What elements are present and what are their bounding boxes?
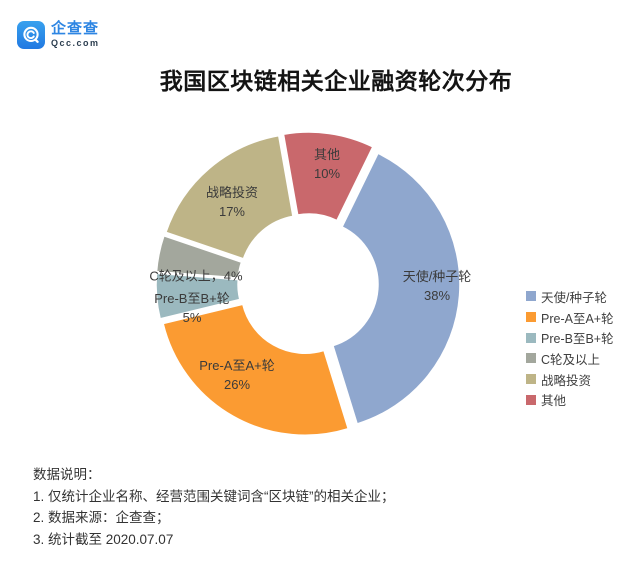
legend-swatch-icon	[526, 374, 536, 385]
legend-label: 战略投资	[541, 373, 592, 388]
legend-swatch-icon	[526, 332, 536, 343]
legend-swatch-icon	[526, 353, 536, 364]
legend-label: Pre-B至B+轮	[541, 332, 614, 347]
legend-item-1: Pre-A至A+轮	[526, 307, 614, 328]
legend-item-2: Pre-B至B+轮	[526, 327, 614, 348]
brand-domain: Qcc.com	[51, 38, 100, 48]
brand-name: 企查查	[51, 20, 100, 37]
legend-swatch-icon	[526, 291, 536, 302]
note-line: 2. 数据来源：企查查；	[33, 510, 170, 525]
legend-label: Pre-A至A+轮	[541, 311, 614, 326]
donut-slice-2	[155, 272, 241, 320]
legend-item-5: 其他	[526, 389, 614, 410]
legend-item-0: 天使/种子轮	[526, 286, 614, 307]
donut-slice-0	[332, 152, 461, 425]
legend-label: 天使/种子轮	[541, 290, 607, 305]
donut-slice-4	[165, 134, 294, 260]
chart-legend: 天使/种子轮 Pre-A至A+轮 Pre-B至B+轮 C轮及以上战略投资其他	[526, 286, 614, 410]
note-line: 3. 统计截至 2020.07.07	[33, 531, 174, 547]
legend-label: C轮及以上	[541, 352, 601, 367]
donut-slice-1	[162, 303, 349, 436]
donut-slice-3	[155, 234, 243, 279]
logo-text: 企查查 Qcc.com	[51, 21, 100, 49]
legend-label: 其他	[541, 394, 567, 409]
page-title: 我国区块链相关企业融资轮次分布	[159, 68, 513, 94]
note-line: 1. 仅统计企业名称、经营范围关键词含“区块链”的相关企业；	[33, 488, 395, 504]
legend-swatch-icon	[526, 312, 536, 323]
legend-item-4: 战略投资	[526, 369, 614, 390]
notes-heading: 数据说明：	[33, 467, 101, 482]
legend-swatch-icon	[526, 394, 536, 405]
legend-item-3: C轮及以上	[526, 348, 614, 369]
qcc-logo: 企查查 Qcc.com	[17, 21, 100, 49]
qcc-magnifier-icon	[17, 21, 45, 49]
data-notes: 数据说明： 1. 仅统计企业名称、经营范围关键词含“区块链”的相关企业； 2. …	[33, 464, 395, 550]
donut-slice-5	[282, 131, 374, 222]
